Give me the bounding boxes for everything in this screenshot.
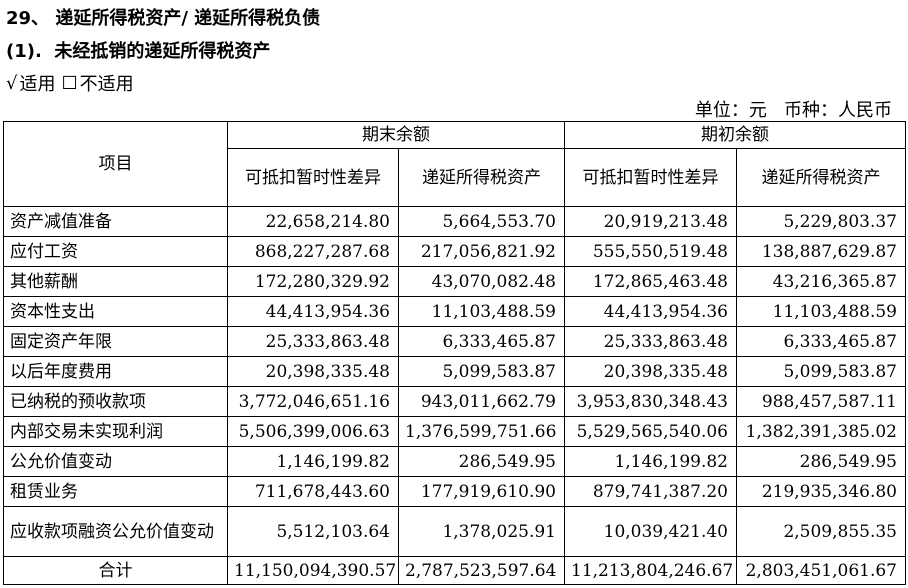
section-title: 递延所得税资产/ 递延所得税负债 [55,8,321,29]
option-not-applicable: ☐ 不适用 [61,70,133,96]
cell-value: 988,457,587.11 [736,386,906,417]
header-ending-balance: 期末余额 [227,121,565,149]
unit-currency-line: 单位：元 币种：人民币 [694,100,892,121]
cell-value: 1,146,199.82 [227,446,399,477]
cell-value: 5,512,103.64 [227,506,399,557]
header-ending-deductible-diff: 可抵扣暂时性差异 [227,148,399,207]
cell-value: 219,935,346.80 [736,476,906,507]
total-value: 2,787,523,597.64 [398,556,565,585]
total-value: 2,803,451,061.67 [736,556,906,585]
table-row: 内部交易未实现利润 5,506,399,006.63 1,376,599,751… [3,416,906,447]
table-row: 已纳税的预收款项 3,772,046,651.16 943,011,662.79… [3,386,906,417]
subsection-heading: (1). 未经抵销的递延所得税资产 [6,37,270,63]
option-not-applicable-label: 不适用 [79,74,134,95]
cell-value: 1,146,199.82 [564,446,737,477]
cell-value: 10,039,421.40 [564,506,737,557]
total-row: 合计 11,150,094,390.57 2,787,523,597.64 11… [3,556,906,585]
cell-value: 43,070,082.48 [398,266,565,297]
row-label: 租赁业务 [3,476,228,507]
table-row: 应收款项融资公允价值变动 5,512,103.64 1,378,025.91 1… [3,506,906,557]
cell-value: 11,103,488.59 [736,296,906,327]
cell-value: 25,333,863.48 [227,326,399,357]
row-label: 应付工资 [3,236,228,267]
cell-value: 20,398,335.48 [564,356,737,387]
cell-value: 20,398,335.48 [227,356,399,387]
table-row: 资本性支出 44,413,954.36 11,103,488.59 44,413… [3,296,906,327]
row-label: 固定资产年限 [3,326,228,357]
subsection-title: 未经抵销的递延所得税资产 [54,41,271,62]
cell-value: 5,099,583.87 [736,356,906,387]
table-row: 资产减值准备 22,658,214.80 5,664,553.70 20,919… [3,206,906,237]
table-row: 其他薪酬 172,280,329.92 43,070,082.48 172,86… [3,266,906,297]
cell-value: 20,919,213.48 [564,206,737,237]
section-number: 29、 [6,8,50,29]
cell-value: 6,333,465.87 [736,326,906,357]
option-applicable-label: 适用 [19,74,56,95]
table-row: 租赁业务 711,678,443.60 177,919,610.90 879,7… [3,476,906,507]
cell-value: 5,099,583.87 [398,356,565,387]
row-label: 内部交易未实现利润 [3,416,228,447]
row-label: 以后年度费用 [3,356,228,387]
cell-value: 943,011,662.79 [398,386,565,417]
header-opening-deferred-tax-asset: 递延所得税资产 [736,148,906,207]
cell-value: 2,509,855.35 [736,506,906,557]
header-item: 项目 [3,121,228,207]
row-label: 公允价值变动 [3,446,228,477]
total-value: 11,213,804,246.67 [564,556,737,585]
applicability-options: √ 适用 ☐ 不适用 [6,70,134,96]
header-opening-balance: 期初余额 [564,121,906,149]
cell-value: 177,919,610.90 [398,476,565,507]
section-heading: 29、 递延所得税资产/ 递延所得税负债 [6,4,320,30]
cell-value: 5,506,399,006.63 [227,416,399,447]
cell-value: 44,413,954.36 [227,296,399,327]
checkmark-icon: √ [6,72,18,94]
cell-value: 44,413,954.36 [564,296,737,327]
cell-value: 1,378,025.91 [398,506,565,557]
cell-value: 1,376,599,751.66 [398,416,565,447]
row-label: 资产减值准备 [3,206,228,237]
total-label: 合计 [3,556,228,585]
cell-value: 11,103,488.59 [398,296,565,327]
empty-checkbox-icon: ☐ [61,72,78,94]
header-ending-deferred-tax-asset: 递延所得税资产 [398,148,565,207]
cell-value: 138,887,629.87 [736,236,906,267]
cell-value: 286,549.95 [736,446,906,477]
cell-value: 879,741,387.20 [564,476,737,507]
table-row: 固定资产年限 25,333,863.48 6,333,465.87 25,333… [3,326,906,357]
cell-value: 286,549.95 [398,446,565,477]
cell-value: 6,333,465.87 [398,326,565,357]
row-label: 应收款项融资公允价值变动 [3,506,228,557]
cell-value: 25,333,863.48 [564,326,737,357]
cell-value: 5,664,553.70 [398,206,565,237]
cell-value: 1,382,391,385.02 [736,416,906,447]
header-opening-deductible-diff: 可抵扣暂时性差异 [564,148,737,207]
row-label: 资本性支出 [3,296,228,327]
cell-value: 172,280,329.92 [227,266,399,297]
cell-value: 711,678,443.60 [227,476,399,507]
deferred-tax-assets-table: 项目 期末余额 期初余额 可抵扣暂时性差异 递延所得税资产 可抵扣暂时性差异 递… [3,121,906,585]
cell-value: 43,216,365.87 [736,266,906,297]
cell-value: 3,772,046,651.16 [227,386,399,417]
cell-value: 22,658,214.80 [227,206,399,237]
table-row: 应付工资 868,227,287.68 217,056,821.92 555,5… [3,236,906,267]
cell-value: 217,056,821.92 [398,236,565,267]
table-row: 公允价值变动 1,146,199.82 286,549.95 1,146,199… [3,446,906,477]
subsection-number: (1). [6,41,42,62]
table-row: 以后年度费用 20,398,335.48 5,099,583.87 20,398… [3,356,906,387]
cell-value: 172,865,463.48 [564,266,737,297]
cell-value: 555,550,519.48 [564,236,737,267]
cell-value: 868,227,287.68 [227,236,399,267]
cell-value: 5,229,803.37 [736,206,906,237]
cell-value: 3,953,830,348.43 [564,386,737,417]
row-label: 其他薪酬 [3,266,228,297]
total-value: 11,150,094,390.57 [227,556,399,585]
option-applicable: √ 适用 [6,70,55,96]
row-label: 已纳税的预收款项 [3,386,228,417]
cell-value: 5,529,565,540.06 [564,416,737,447]
